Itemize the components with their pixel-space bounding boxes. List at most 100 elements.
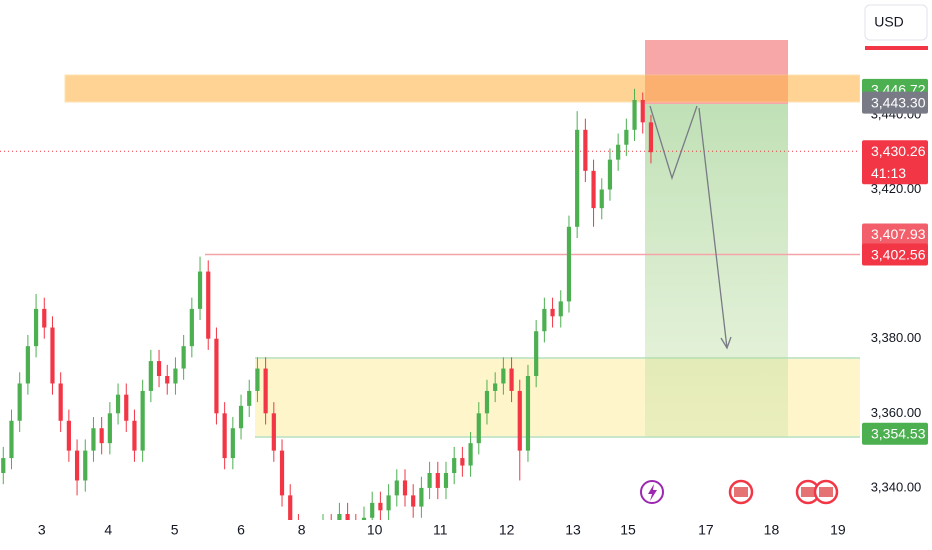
candle-body — [189, 308, 194, 347]
x-tick-label: 3 — [38, 522, 46, 538]
x-tick-label: 15 — [620, 522, 636, 538]
candle-body — [247, 390, 252, 406]
drawings — [64, 40, 861, 438]
candle-body — [575, 129, 580, 227]
price-label: 3,407.93 — [871, 226, 926, 242]
candle-body — [263, 368, 268, 414]
price-label-box — [862, 140, 928, 185]
target-box — [645, 104, 788, 437]
candle-body — [550, 308, 555, 317]
candle-body — [255, 368, 260, 391]
projection — [649, 105, 732, 350]
candle-body — [58, 383, 63, 421]
candle-body — [83, 450, 88, 481]
candle-body — [115, 394, 121, 414]
candle-body — [542, 308, 547, 332]
price-label: 3,443.30 — [871, 94, 926, 110]
flag — [734, 487, 748, 497]
x-tick-label: 18 — [764, 522, 780, 538]
candle-body — [484, 390, 490, 414]
y-tick-label: 3,340.00 — [871, 479, 922, 494]
candle-body — [230, 428, 235, 459]
price-lines — [0, 150, 860, 256]
candle-body — [402, 480, 408, 496]
candle-body — [156, 361, 162, 377]
supply-zone — [64, 74, 861, 103]
x-tick-label: 13 — [565, 522, 581, 538]
candle-body — [632, 99, 637, 130]
candle-body — [648, 122, 654, 153]
candle-body — [607, 159, 613, 190]
candle-body — [271, 413, 276, 451]
time-axis — [0, 520, 860, 550]
countdown: 41:13 — [871, 165, 906, 181]
x-tick-label: 6 — [237, 522, 245, 538]
x-tick-label: 11 — [433, 522, 448, 538]
candle-body — [197, 271, 203, 309]
candle-body — [517, 390, 522, 451]
price-label: 3,354.53 — [871, 425, 926, 441]
x-tick-label: 12 — [499, 522, 515, 538]
x-tick-label: 17 — [698, 522, 714, 538]
projection-arrow — [698, 107, 728, 349]
candle-body — [411, 495, 416, 507]
candle-body — [460, 458, 465, 466]
candle-body — [345, 514, 350, 526]
candle-body — [501, 368, 506, 384]
candle-body — [468, 443, 473, 466]
candle-body — [99, 428, 104, 444]
candle-body — [214, 338, 219, 414]
candle-body — [25, 346, 30, 384]
candle-body — [132, 420, 137, 451]
candle-body — [558, 301, 563, 317]
candle-body — [534, 331, 539, 377]
candle-body — [124, 394, 129, 421]
price-label: 3,402.56 — [871, 246, 926, 262]
events — [640, 479, 839, 505]
currency-button[interactable] — [864, 4, 928, 41]
candle-body — [435, 472, 440, 488]
candle-body — [288, 495, 293, 526]
candle-body — [165, 376, 170, 384]
candle-body — [91, 428, 96, 451]
candle-body — [17, 383, 22, 421]
projection-path — [649, 105, 698, 181]
arrow-head — [720, 336, 732, 350]
candle-body — [279, 450, 285, 496]
candle-body — [1, 458, 6, 473]
candle-body — [222, 413, 227, 459]
candle-body — [599, 189, 604, 209]
price-labels: 3,446.723,443.303,430.2641:133,407.933,4… — [862, 78, 928, 445]
candle-body — [476, 413, 481, 444]
candle-body — [419, 487, 424, 507]
candle-body — [140, 390, 145, 451]
y-tick-label: 3,420.00 — [871, 181, 922, 196]
candle-body — [591, 170, 596, 209]
price-label-box — [862, 422, 928, 445]
candle-body — [452, 458, 457, 473]
candle-body — [9, 420, 14, 459]
x-tick-label: 5 — [171, 522, 179, 538]
currency[interactable]: USD — [874, 14, 904, 30]
candle-body — [33, 308, 39, 347]
x-tick-label: 19 — [830, 522, 846, 538]
candle-body — [74, 450, 80, 481]
flag — [801, 487, 815, 497]
candle-body — [148, 361, 153, 391]
y-tick-label: 3,360.00 — [871, 405, 922, 420]
candle-body — [509, 368, 514, 391]
candle-body — [107, 413, 112, 444]
lightning — [648, 484, 657, 501]
candle-body — [370, 502, 375, 518]
candle-body — [443, 472, 449, 488]
candle-body — [525, 376, 531, 451]
candle-body — [66, 420, 71, 451]
candle-body — [50, 327, 55, 384]
x-tick-label: 4 — [104, 522, 112, 538]
candle-body — [640, 99, 645, 123]
candle-body — [206, 271, 211, 339]
flag — [819, 487, 833, 497]
price-label: 3,430.26 — [871, 143, 926, 159]
candle-body — [493, 383, 498, 391]
